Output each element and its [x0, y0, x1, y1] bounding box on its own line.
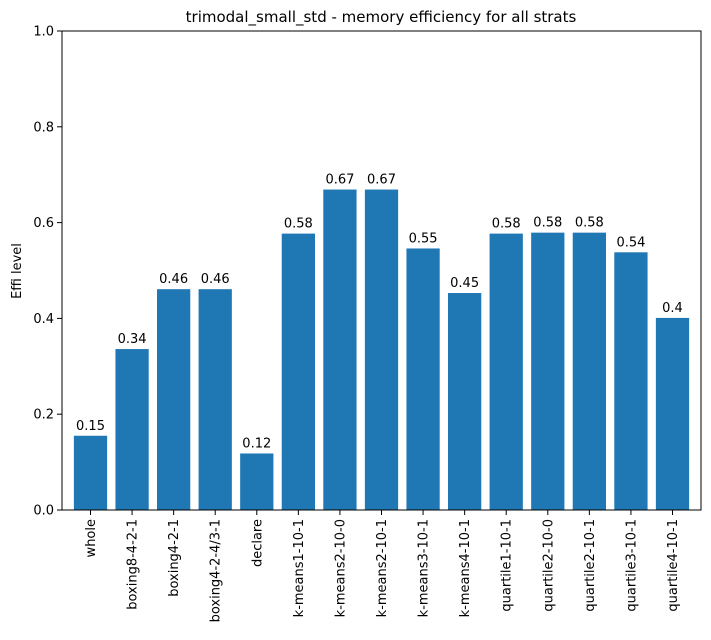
y-axis-label: Effi level — [10, 243, 25, 299]
y-tick-label: 0.2 — [33, 408, 54, 423]
bar-4 — [240, 453, 274, 510]
bar-8 — [406, 248, 440, 510]
y-tick-label: 0.8 — [33, 120, 54, 135]
bar-value-label: 0.4 — [662, 301, 683, 316]
x-tick-label: k-means3-10-1 — [417, 519, 432, 617]
x-tick-label: k-means2-10-0 — [333, 519, 348, 617]
x-tick-label: quartile3-10-1 — [624, 519, 639, 612]
y-tick-label: 0.4 — [33, 312, 54, 327]
bar-2 — [157, 289, 191, 510]
x-tick-label: whole — [84, 519, 99, 557]
bar-13 — [614, 252, 648, 510]
bar-value-label: 0.45 — [450, 276, 479, 291]
bar-value-label: 0.12 — [242, 436, 271, 451]
bar-value-label: 0.67 — [367, 173, 396, 188]
bar-value-label: 0.67 — [325, 173, 354, 188]
x-tick-label: boxing4-2-1 — [167, 519, 182, 597]
bar-9 — [448, 293, 482, 510]
y-tick-label: 0.6 — [33, 216, 54, 231]
y-tick-label: 0.0 — [33, 504, 54, 519]
x-tick-label: k-means1-10-1 — [292, 519, 307, 617]
bar-value-label: 0.58 — [575, 216, 604, 231]
x-tick-label: quartile2-10-1 — [583, 519, 598, 612]
x-tick-label: declare — [250, 519, 265, 567]
bar-value-label: 0.46 — [159, 272, 188, 287]
x-tick-label: quartile1-10-1 — [500, 519, 515, 612]
chart-title: trimodal_small_std - memory efficiency f… — [186, 8, 577, 27]
x-tick-label: boxing8-4-2-1 — [126, 519, 141, 610]
bar-value-label: 0.54 — [616, 235, 645, 250]
y-tick-label: 1.0 — [33, 25, 54, 40]
bar-11 — [531, 232, 565, 510]
bar-value-label: 0.58 — [533, 216, 562, 231]
bar-value-labels: 0.15 0.34 0.46 0.46 0.12 0.58 0.67 0.67 0.55 0.45… — [76, 173, 683, 452]
x-tick-label: k-means4-10-1 — [458, 519, 473, 617]
x-tick-label: quartile4-10-1 — [666, 519, 681, 612]
bar-6 — [323, 189, 357, 510]
bar-value-label: 0.34 — [118, 332, 147, 347]
bar-5 — [281, 233, 315, 510]
y-axis-ticks: 0.0 0.2 0.4 0.6 0.8 1.0 — [33, 25, 62, 519]
bar-7 — [364, 189, 399, 510]
bar-14 — [655, 317, 690, 510]
bar-3 — [198, 289, 232, 510]
bar-0 — [73, 435, 108, 510]
bar-12 — [572, 232, 606, 510]
plot-frame — [61, 30, 702, 511]
bar-value-label: 0.58 — [284, 217, 313, 232]
x-axis-ticks: whole boxing8-4-2-1 boxing4-2-1 boxing4-2-4… — [84, 510, 681, 622]
bar-value-label: 0.15 — [76, 419, 105, 434]
bar-value-label: 0.55 — [409, 231, 438, 246]
bar-value-label: 0.58 — [492, 217, 521, 232]
x-tick-label: boxing4-2-4/3-1 — [209, 519, 224, 622]
x-tick-label: k-means2-10-1 — [375, 519, 390, 617]
x-tick-label: quartile2-10-0 — [541, 519, 556, 612]
bars-group — [73, 189, 690, 510]
bar-value-label: 0.46 — [201, 272, 230, 287]
bar-10 — [489, 233, 523, 510]
bar-1 — [115, 349, 149, 510]
